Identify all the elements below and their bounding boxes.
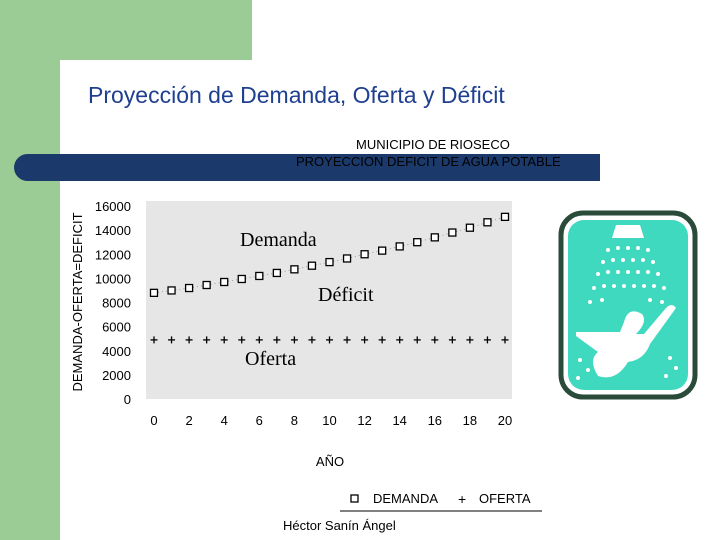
demanda-point — [500, 212, 510, 222]
x-tick-label: 0 — [150, 413, 157, 428]
x-tick-label: 10 — [322, 413, 336, 428]
oferta-point — [501, 336, 509, 344]
demanda-connector — [241, 275, 260, 280]
oferta-point — [220, 336, 228, 344]
demanda-point — [465, 223, 475, 232]
slide-title: Proyección de Demanda, Oferta y Déficit — [88, 82, 505, 108]
x-tick-label: 2 — [185, 413, 192, 428]
demanda-connector — [364, 250, 383, 255]
demanda-connector — [189, 284, 207, 289]
demanda-point — [237, 274, 246, 284]
demanda-point — [395, 242, 404, 251]
oferta-point — [185, 336, 193, 344]
x-tick-label: 18 — [463, 413, 477, 428]
y-axis-label: DEMANDA-OFERTA=DEFICIT — [70, 212, 85, 391]
demanda-point — [377, 246, 387, 255]
legend: DEMANDA + OFERTA — [340, 491, 542, 512]
demanda-point — [430, 233, 439, 242]
legend-oferta-marker: + — [458, 491, 466, 507]
demanda-point — [413, 238, 422, 247]
demanda-connector — [153, 290, 172, 294]
demanda-point — [290, 265, 299, 274]
oferta-point — [238, 336, 246, 344]
demanda-connector — [171, 287, 190, 291]
y-tick-label: 10000 — [95, 271, 131, 286]
x-axis-label: AÑO — [316, 454, 344, 469]
demanda-connector — [294, 265, 313, 270]
oferta-point — [413, 336, 421, 344]
legend-oferta-label: OFERTA — [479, 491, 531, 506]
y-tick-label: 2000 — [102, 368, 131, 383]
y-tick-label: 14000 — [95, 223, 131, 238]
legend-demanda-label: DEMANDA — [373, 491, 438, 506]
legend-demanda-marker — [350, 494, 359, 503]
oferta-point — [466, 336, 474, 344]
oferta-point — [361, 336, 369, 344]
demanda-point — [220, 277, 229, 287]
x-tick-label: 20 — [498, 413, 512, 428]
footer-author: Héctor Sanín Ángel — [283, 518, 396, 533]
demanda-connector — [329, 258, 348, 263]
oferta-point — [378, 336, 386, 344]
oferta-point — [168, 336, 176, 344]
oferta-point — [448, 336, 456, 344]
demanda-connector — [206, 281, 225, 286]
oferta-point — [203, 336, 211, 344]
water-shower-logo-icon — [558, 210, 698, 400]
green-side-band — [0, 0, 60, 540]
demanda-connector — [311, 261, 330, 267]
x-tick-label: 14 — [392, 413, 406, 428]
demanda-point — [202, 280, 211, 290]
x-tick-label: 16 — [428, 413, 442, 428]
oferta-point — [396, 336, 404, 344]
demanda-point — [325, 257, 334, 267]
oferta-point — [273, 336, 281, 344]
demanda-point — [448, 228, 457, 237]
demanda-connector — [276, 268, 295, 274]
demanda-point — [342, 254, 352, 263]
x-tick-label: 12 — [357, 413, 371, 428]
blue-title-bar — [14, 154, 600, 181]
oferta-point — [150, 336, 158, 344]
demanda-point — [149, 288, 159, 298]
chart-subtitle: PROYECCION DEFICIT DE AGUA POTABLE — [296, 154, 561, 169]
demanda-point — [272, 268, 282, 278]
demanda-point — [360, 250, 369, 259]
oferta-point — [483, 336, 491, 344]
y-tick-label: 0 — [124, 392, 131, 407]
annotation-deficit: Déficit — [318, 284, 374, 306]
y-tick-label: 8000 — [102, 296, 131, 311]
demanda-point — [483, 218, 492, 227]
demanda-connector — [259, 272, 277, 277]
x-tick-label: 8 — [291, 413, 298, 428]
y-tick-label: 16000 — [95, 199, 131, 214]
demanda-point — [307, 261, 317, 270]
oferta-point — [255, 336, 263, 344]
oferta-point — [308, 336, 316, 344]
y-tick-label: 6000 — [102, 320, 131, 335]
chart-title: MUNICIPIO DE RIOSECO — [356, 137, 510, 152]
demanda-point — [184, 283, 194, 293]
y-tick-label: 12000 — [95, 247, 131, 262]
oferta-point — [343, 336, 351, 344]
oferta-point — [326, 336, 333, 344]
demanda-connector — [224, 278, 242, 283]
x-tick-label: 6 — [256, 413, 263, 428]
x-tick-label: 4 — [221, 413, 228, 428]
annotation-demanda: Demanda — [240, 229, 317, 251]
demanda-point — [255, 271, 264, 281]
oferta-point — [290, 336, 298, 344]
demanda-point — [167, 286, 176, 295]
oferta-point — [431, 336, 439, 344]
annotation-oferta: Oferta — [245, 348, 296, 370]
y-tick-label: 4000 — [102, 344, 131, 359]
